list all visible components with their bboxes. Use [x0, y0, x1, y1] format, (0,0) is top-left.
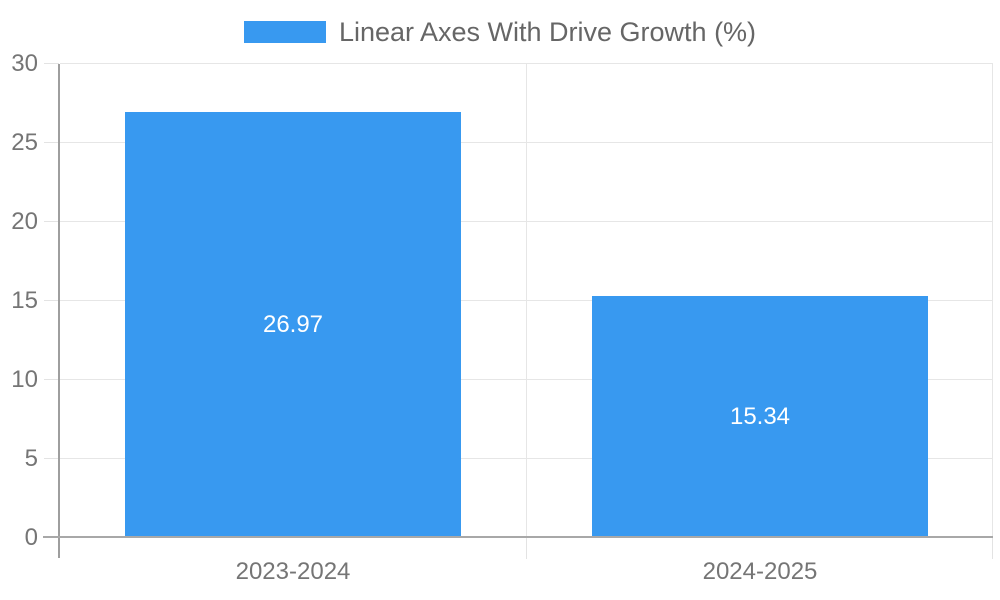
y-tick-label: 15 — [11, 287, 38, 314]
y-tick-mark — [44, 63, 59, 64]
legend-swatch-icon — [243, 21, 326, 43]
y-tick-label: 20 — [11, 208, 38, 235]
y-tick-label: 5 — [24, 445, 38, 472]
y-tick-mark — [44, 458, 59, 459]
gridline — [60, 63, 993, 64]
bar-value-label: 15.34 — [729, 403, 791, 430]
y-tick-label: 25 — [11, 129, 38, 156]
x-tick-mark — [526, 538, 527, 559]
y-axis-line — [58, 64, 60, 558]
y-tick-mark — [44, 142, 59, 143]
y-tick-mark — [44, 300, 59, 301]
gridline — [526, 64, 527, 538]
y-tick-mark — [44, 221, 59, 222]
legend[interactable]: Linear Axes With Drive Growth (%) — [0, 14, 1000, 50]
x-tick-mark — [992, 538, 993, 559]
y-tick-label: 10 — [11, 366, 38, 393]
plot-area: 0 5 10 15 20 25 30 26.97 2023-2024 15.34 2024-2025 — [11, 50, 993, 585]
bar[interactable]: 15.34 — [592, 296, 928, 538]
bar-value-label: 26.97 — [262, 311, 324, 338]
bar[interactable]: 26.97 — [125, 112, 461, 538]
legend-label: Linear Axes With Drive Growth (%) — [338, 17, 757, 47]
y-tick-label: 0 — [24, 524, 38, 551]
x-tick-label: 2024-2025 — [702, 558, 818, 585]
gridline — [992, 64, 993, 538]
y-tick-label: 30 — [11, 50, 38, 77]
y-tick-mark — [44, 379, 59, 380]
x-tick-label: 2023-2024 — [235, 558, 351, 585]
x-axis-line — [43, 536, 993, 538]
